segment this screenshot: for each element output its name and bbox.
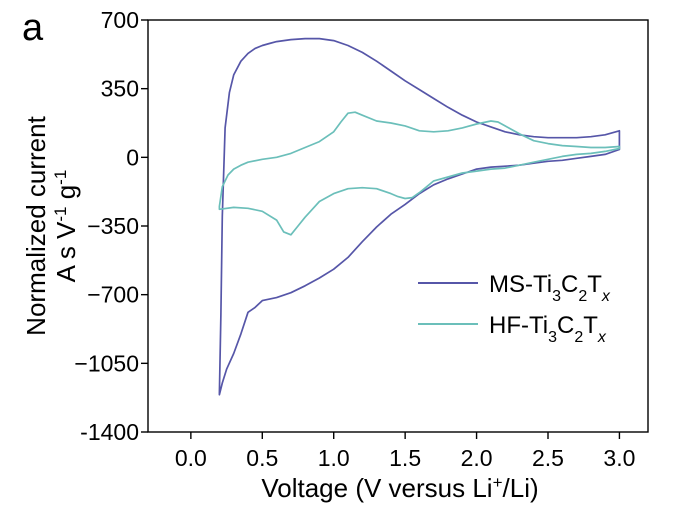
legend-label-ms: MS-Ti3C2Tx (489, 271, 611, 305)
panel-label: a (22, 7, 44, 49)
y-tick-label: 0 (126, 144, 139, 170)
plot-lines (218, 37, 621, 396)
legend-label-hf: HF-Ti3C2Tx (489, 312, 607, 346)
y-tick-label: 700 (101, 7, 139, 33)
legend: MS-Ti3C2Tx HF-Ti3C2Tx (418, 271, 611, 346)
x-axis-label: Voltage (V versus Li+/Li) (261, 473, 538, 504)
y-tick-label: -1400 (80, 419, 139, 445)
x-tick-label: 0.5 (246, 445, 278, 471)
y-axis-label-line2: A s V-1 g-1 (51, 170, 82, 283)
x-tick-label: 1.5 (389, 445, 421, 471)
x-tick-label: 2.0 (461, 445, 493, 471)
x-tick-label: 0.0 (175, 445, 207, 471)
x-axis: 0.0 0.5 1.0 1.5 2.0 2.5 3.0 (175, 432, 635, 471)
y-tick-label: −700 (87, 282, 139, 308)
y-axis-label-line1: Normalized current (21, 115, 51, 335)
y-axis: 700 350 0 −350 −700 −1050 -1400 (74, 7, 148, 445)
y-axis-label: Normalized current A s V-1 g-1 (21, 115, 81, 335)
series-line-ms (218, 37, 621, 396)
series-line-hf (218, 111, 621, 236)
x-tick-label: 2.5 (532, 445, 564, 471)
x-tick-label: 1.0 (318, 445, 350, 471)
y-tick-label: 350 (101, 76, 139, 102)
x-tick-label: 3.0 (603, 445, 635, 471)
y-tick-label: −350 (87, 213, 139, 239)
y-tick-label: −1050 (74, 350, 139, 376)
